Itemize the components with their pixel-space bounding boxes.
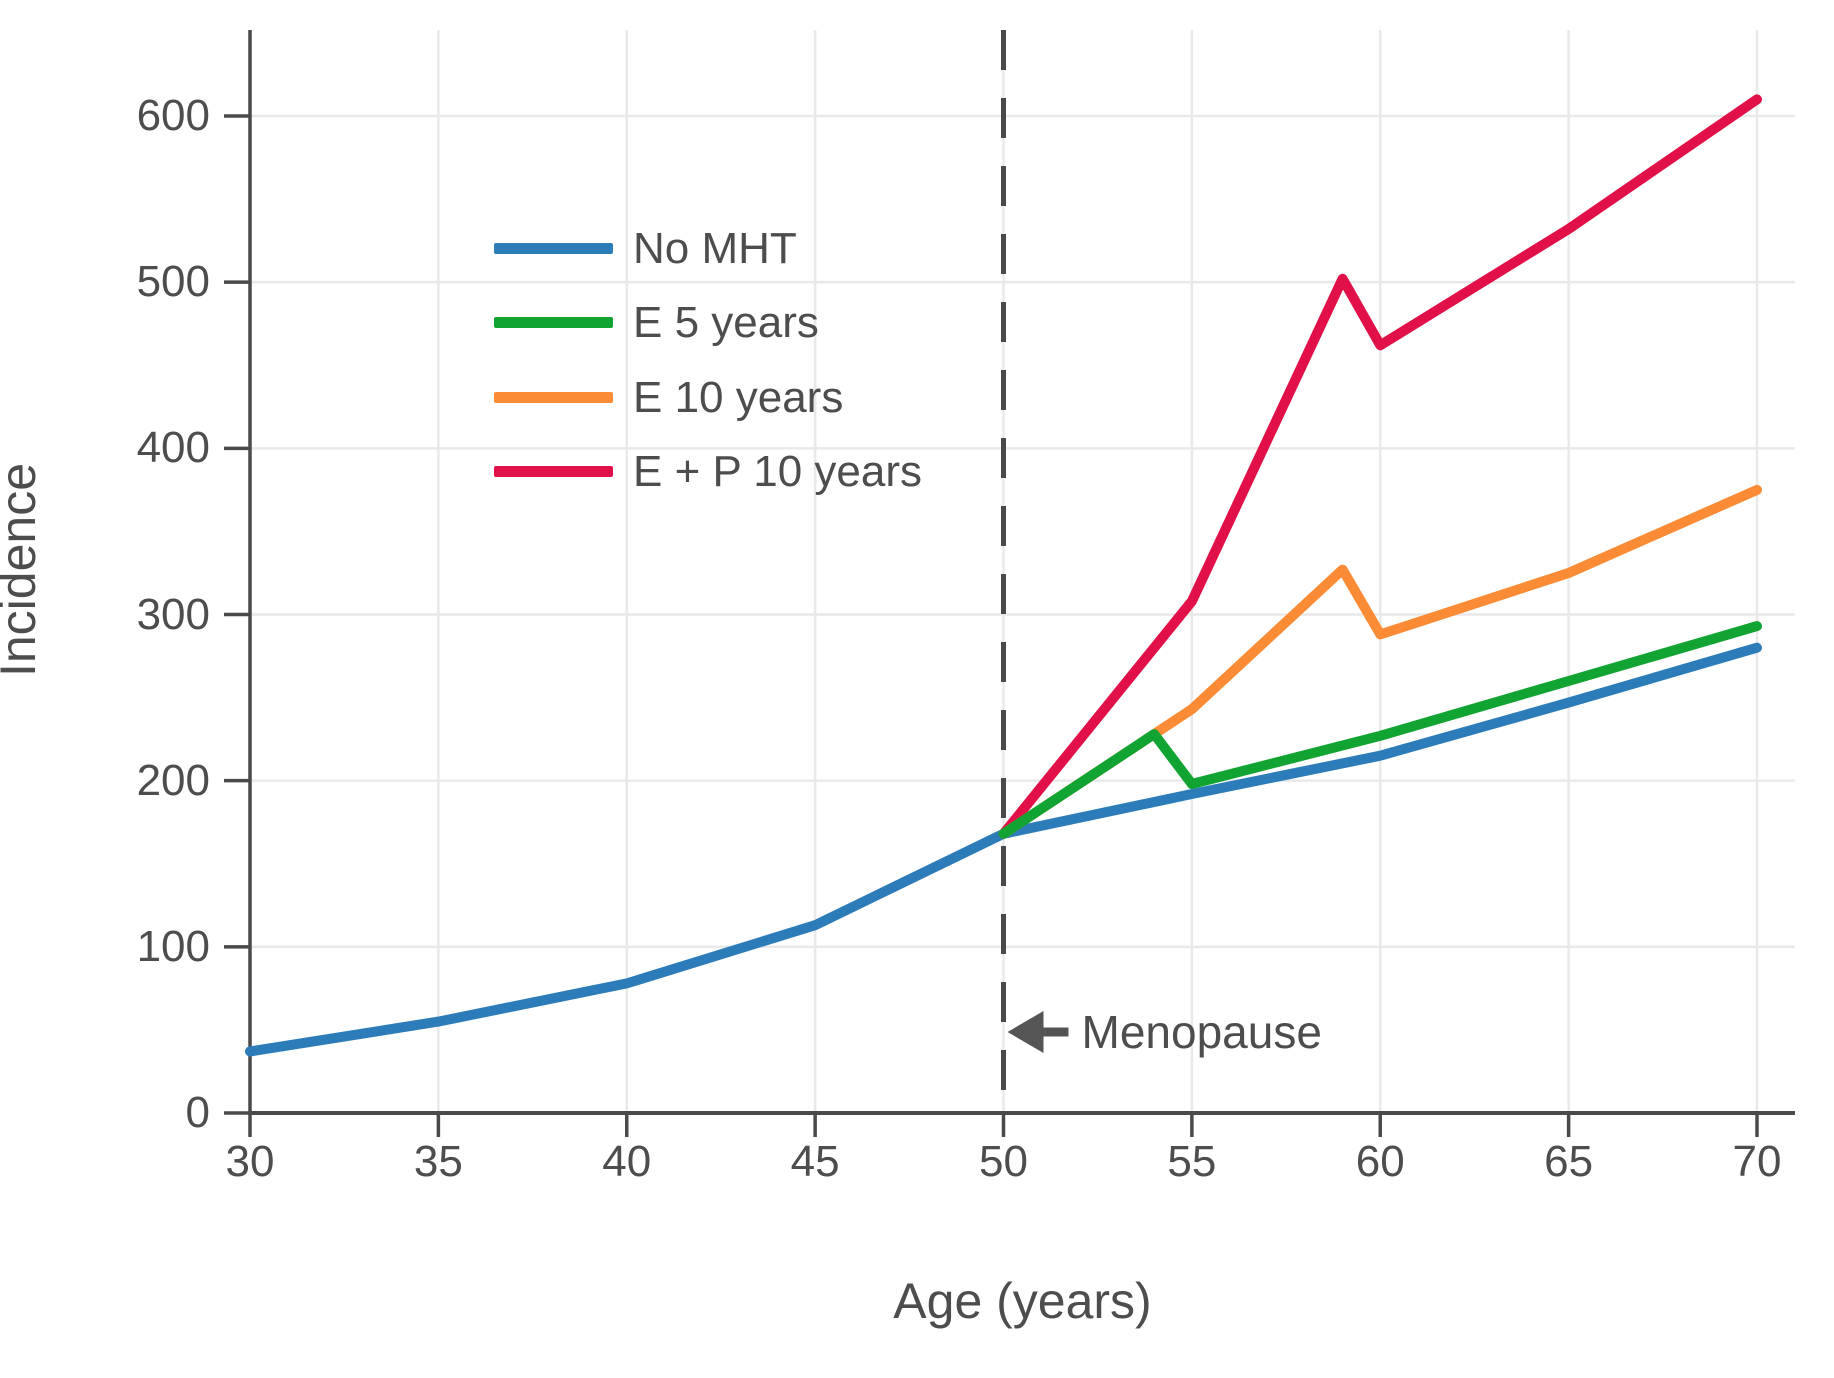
legend-label: E 10 years [633, 373, 844, 422]
menopause-arrow [1007, 1011, 1069, 1053]
x-tick-label-45: 45 [790, 1137, 840, 1186]
x-axis-title: Age (years) [893, 1273, 1152, 1329]
legend-swatch [494, 317, 613, 328]
y-axis-title-text: Incidence [0, 462, 46, 678]
legend-label: No MHT [633, 224, 797, 273]
legend-swatch [494, 392, 613, 403]
y-tick-label-600: 600 [136, 91, 210, 140]
legend-swatch [494, 243, 613, 254]
x-tick-label-40: 40 [602, 1137, 652, 1186]
series-line-e-p-10-years [998, 94, 1762, 839]
legend-label: E + P 10 years [633, 447, 923, 496]
x-tick-label-65: 65 [1544, 1137, 1594, 1186]
x-tick-label-70: 70 [1732, 1137, 1782, 1186]
legend-label: E 5 years [633, 298, 819, 347]
y-tick-label-400: 400 [136, 423, 210, 473]
x-tick-label-35: 35 [413, 1137, 463, 1186]
x-tick-label-50: 50 [979, 1137, 1028, 1186]
y-tick-label-200: 200 [136, 755, 210, 805]
left-arrow-icon [1007, 1011, 1044, 1053]
axes [224, 30, 1795, 1137]
series-line-e-10-years [998, 484, 1762, 839]
y-tick-label-300: 300 [136, 589, 210, 639]
legend-swatch [494, 466, 613, 477]
series-line-e-5-years [998, 621, 1762, 839]
series-lines [245, 94, 1762, 1057]
y-tick-label-0: 0 [185, 1088, 210, 1137]
x-tick-label-55: 55 [1167, 1137, 1217, 1186]
x-tick-label-60: 60 [1355, 1137, 1405, 1186]
y-tick-label-500: 500 [136, 257, 210, 307]
menopause-annotation-text: Menopause [1081, 1006, 1322, 1058]
x-tick-label-30: 30 [225, 1137, 275, 1186]
y-tick-label-100: 100 [136, 921, 210, 971]
